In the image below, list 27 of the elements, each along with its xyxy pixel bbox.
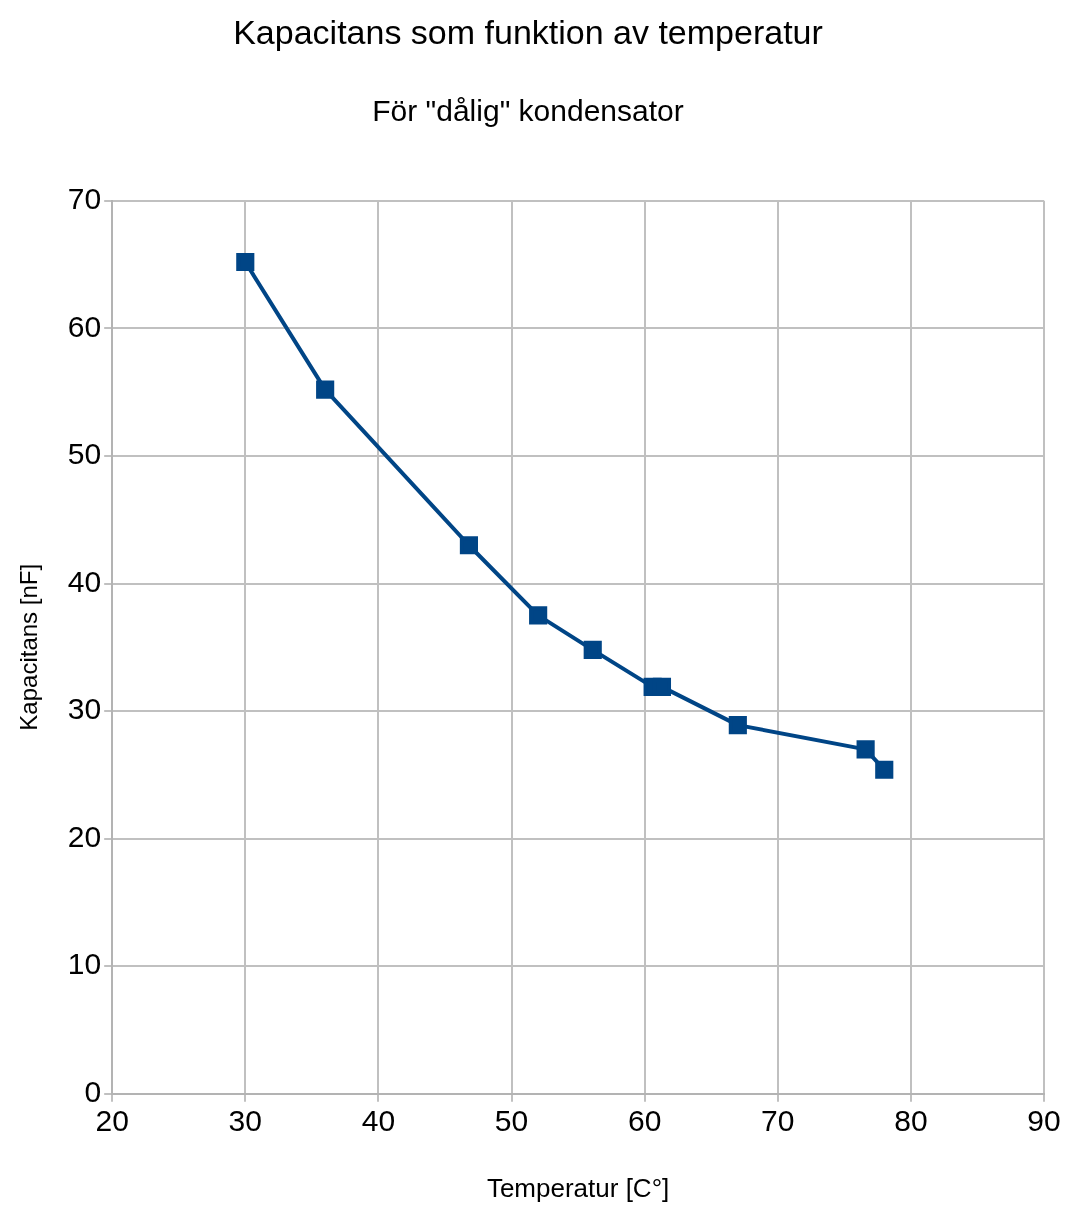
point xyxy=(529,606,548,625)
x-tick-label: 80 xyxy=(894,1104,928,1138)
chart-title: Kapacitans som funktion av temperatur xyxy=(233,12,823,51)
y-tick-label: 20 xyxy=(67,819,102,853)
point xyxy=(856,740,875,759)
y-tick-label: 60 xyxy=(67,309,102,343)
y-axis-title: Kapacitans [nF] xyxy=(15,563,43,731)
point xyxy=(236,252,255,272)
x-axis-title: Temperatur [C°] xyxy=(486,1172,670,1203)
x-tick-label: 50 xyxy=(494,1104,529,1138)
y-tick-label: 70 xyxy=(67,182,102,216)
x-tick-label: 40 xyxy=(361,1104,396,1138)
point xyxy=(459,536,478,555)
point xyxy=(652,677,672,696)
x-tick-label: 60 xyxy=(627,1104,662,1138)
point xyxy=(728,716,747,735)
x-tick-label: 90 xyxy=(1027,1104,1061,1138)
x-tick-label: 30 xyxy=(228,1104,262,1138)
y-tick-label: 10 xyxy=(67,947,102,981)
y-tick-label: 40 xyxy=(67,564,102,598)
point xyxy=(316,380,335,399)
x-tick-label: 70 xyxy=(761,1104,795,1138)
y-tick-label: 50 xyxy=(67,437,102,471)
chart-subtitle: För "dålig" kondensator xyxy=(372,94,684,128)
point xyxy=(875,760,894,779)
point xyxy=(583,640,602,659)
y-tick-label: 30 xyxy=(67,692,102,726)
